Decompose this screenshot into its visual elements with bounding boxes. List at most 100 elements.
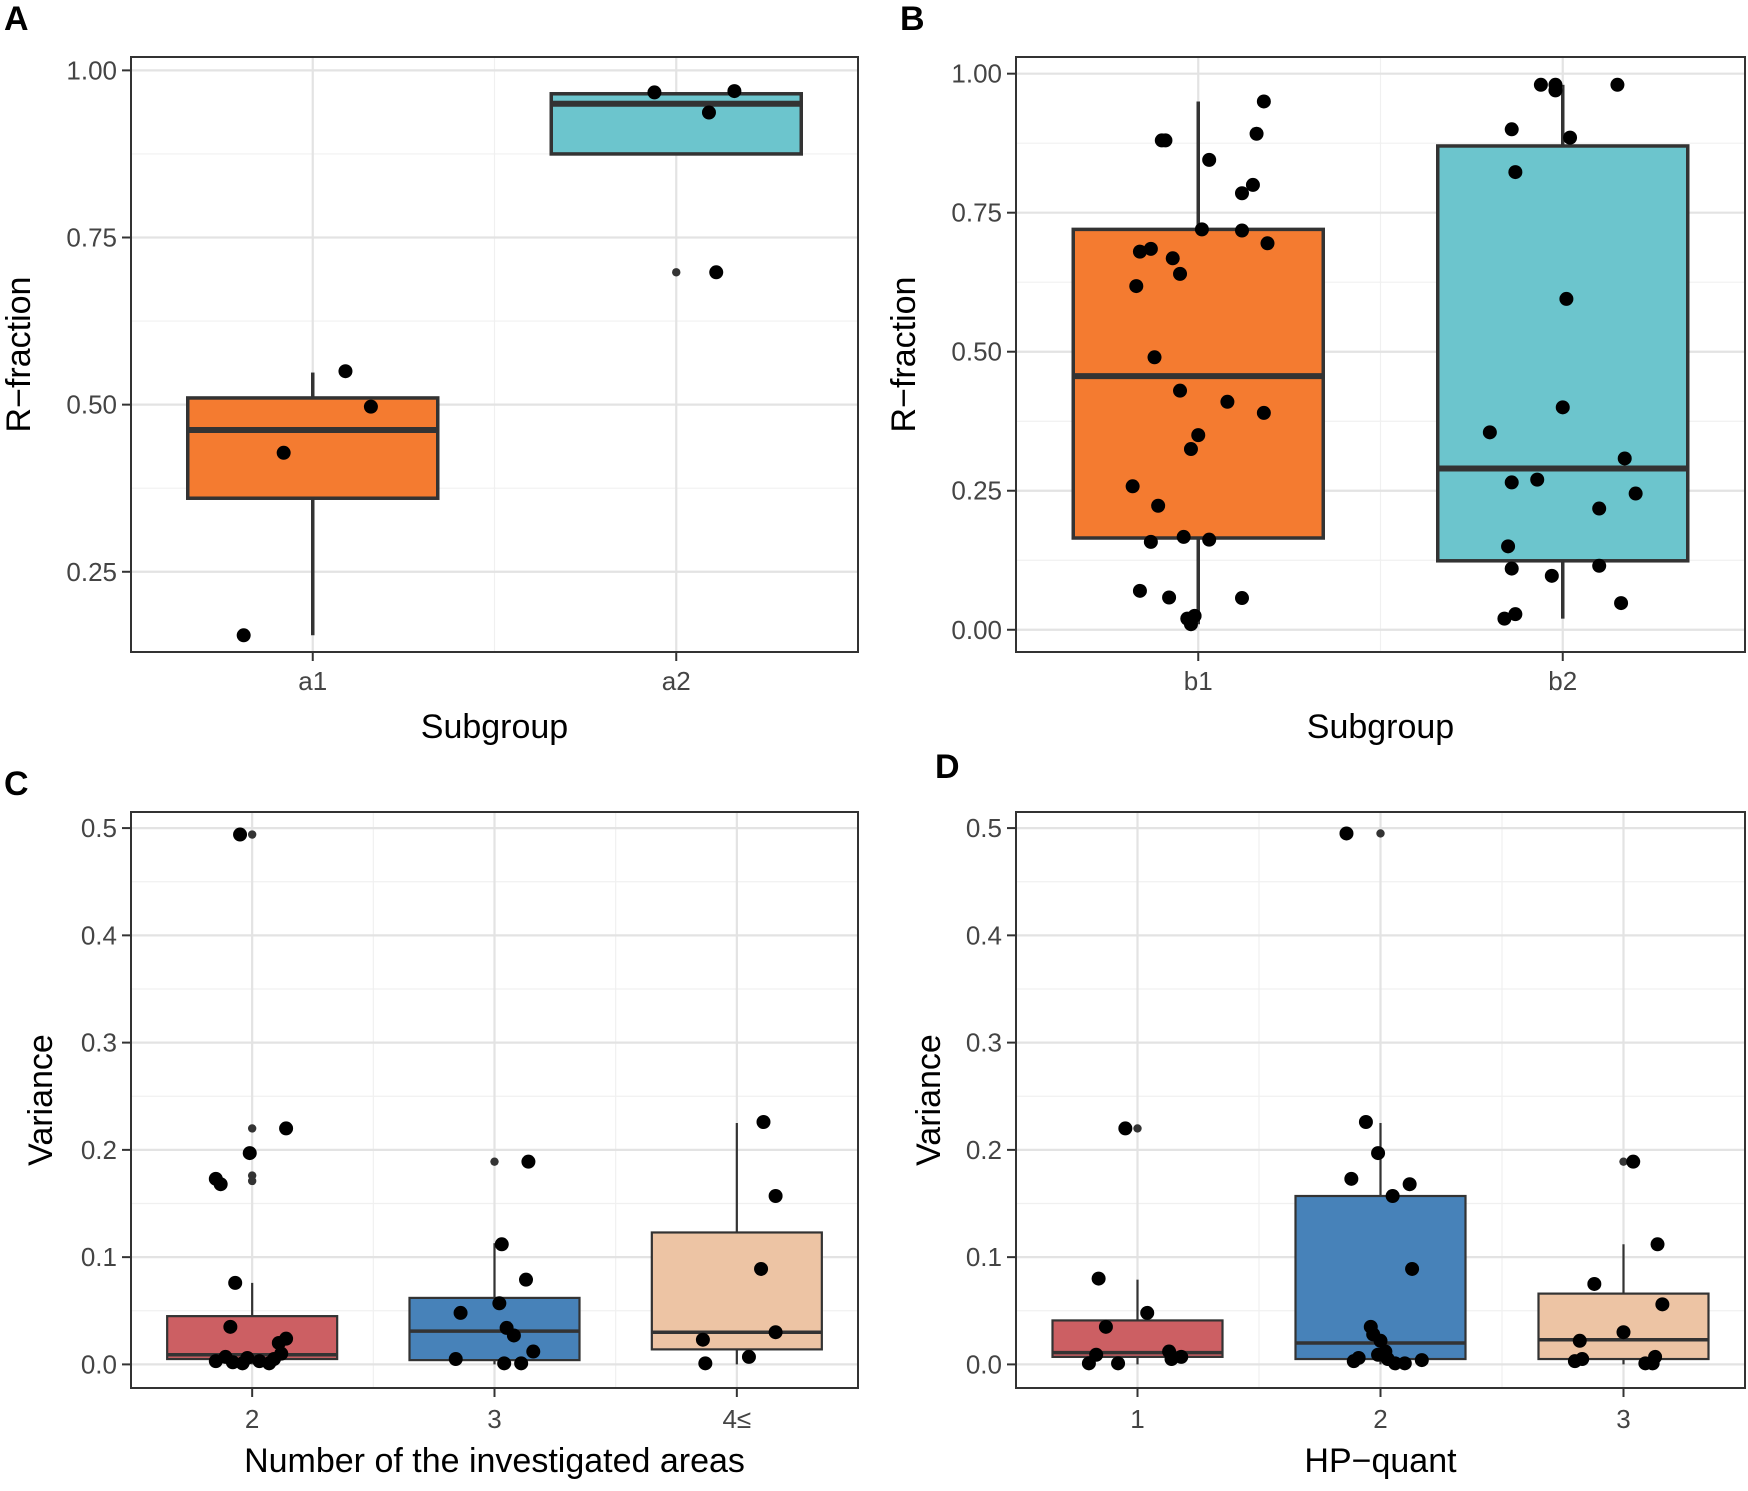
data-point [698,1356,713,1371]
panel-letter: D [935,748,960,786]
data-point [1592,558,1607,573]
data-point [363,399,378,414]
data-point [1143,534,1158,549]
data-point [647,85,662,100]
data-point [1191,428,1206,443]
y-tick-label: 0.0 [966,1349,1002,1379]
y-tick-label: 0.00 [951,615,1002,645]
data-point [1559,291,1574,306]
data-point [1614,596,1629,611]
y-tick-label: 1.00 [66,55,117,85]
outlier-point [247,830,257,839]
data-point [1174,1349,1189,1364]
data-point [1176,529,1191,544]
data-point [768,1189,783,1203]
data-point [1587,1276,1602,1291]
data-point [1344,1171,1359,1186]
data-point [1089,1347,1104,1362]
data-point [213,1177,228,1192]
data-point [1504,561,1519,576]
outlier-point [672,268,681,277]
data-point [1132,244,1147,259]
data-point [1482,425,1497,440]
data-point [1129,279,1144,294]
data-point [1402,1177,1417,1192]
data-point [1378,1344,1393,1359]
data-point [1397,1356,1412,1371]
panel-letter: B [900,0,925,38]
box-4≤ [650,1231,823,1351]
data-point [242,1146,257,1161]
data-point [1592,501,1607,516]
outlier-point [1376,829,1385,838]
data-point [1650,1237,1665,1252]
data-point [1563,130,1578,145]
data-point [1610,77,1625,92]
panel-letter: A [4,0,29,38]
data-point [1173,266,1188,281]
data-point [1256,405,1271,420]
y-tick-label: 0.0 [81,1349,117,1379]
y-tick-label: 0.1 [81,1242,117,1272]
data-point [494,1237,509,1252]
x-tick-label: a2 [662,666,691,696]
data-point [1628,486,1643,501]
y-tick-label: 0.5 [966,813,1002,843]
data-point [1165,251,1180,266]
y-axis-title: Variance [22,1034,60,1166]
y-tick-label: 0.25 [66,557,117,587]
data-point [1567,1354,1582,1369]
data-point [1405,1261,1420,1276]
data-point [1501,539,1516,554]
data-point [701,105,716,120]
data-point [1358,1114,1373,1129]
y-tick-label: 0.75 [951,198,1002,228]
y-tick-label: 0.25 [951,476,1002,506]
data-point [1091,1271,1106,1286]
panel-border [1015,56,1746,653]
data-point [1118,1121,1133,1136]
data-point [1371,1146,1386,1161]
panel-a: A 0.25 0.50 0.75 1.00 a1 a2 Subgroup R−fraction [0,0,859,746]
x-tick-label: 3 [1616,1404,1630,1434]
data-point [756,1114,771,1129]
data-point [1194,222,1209,237]
y-axis-title: Variance [910,1034,948,1166]
data-point [271,1335,286,1350]
data-point [1143,241,1158,256]
data-point [1385,1189,1400,1203]
outlier-point [1133,1124,1142,1133]
data-point [223,1319,238,1334]
data-point [1202,152,1217,167]
data-point [1626,1154,1641,1169]
data-point [519,1272,534,1287]
y-tick-label: 0.4 [81,920,117,950]
y-tick-label: 0.2 [966,1135,1002,1165]
panel-border [130,56,859,653]
data-point [1616,1325,1631,1340]
data-point [1140,1305,1155,1320]
x-axis-title: Subgroup [421,708,568,746]
y-tick-label: 0.2 [81,1135,117,1165]
data-point [1555,400,1570,415]
outlier-point [1619,1157,1628,1166]
data-point [1346,1354,1361,1369]
data-point [240,1350,255,1365]
data-point [1234,223,1249,238]
y-tick-label: 0.1 [966,1242,1002,1272]
data-point [1234,591,1249,606]
data-point [1125,479,1140,494]
box-a1 [186,396,440,500]
y-axis-title: R−fraction [885,277,923,433]
x-tick-label: 1 [1130,1404,1144,1434]
data-point [727,84,742,99]
outlier-point [247,1124,257,1133]
box-2 [166,1315,339,1361]
data-point [497,1356,512,1371]
data-point [768,1325,783,1340]
data-point [1373,1333,1388,1348]
y-tick-label: 0.50 [951,337,1002,367]
data-point [1388,1356,1403,1371]
